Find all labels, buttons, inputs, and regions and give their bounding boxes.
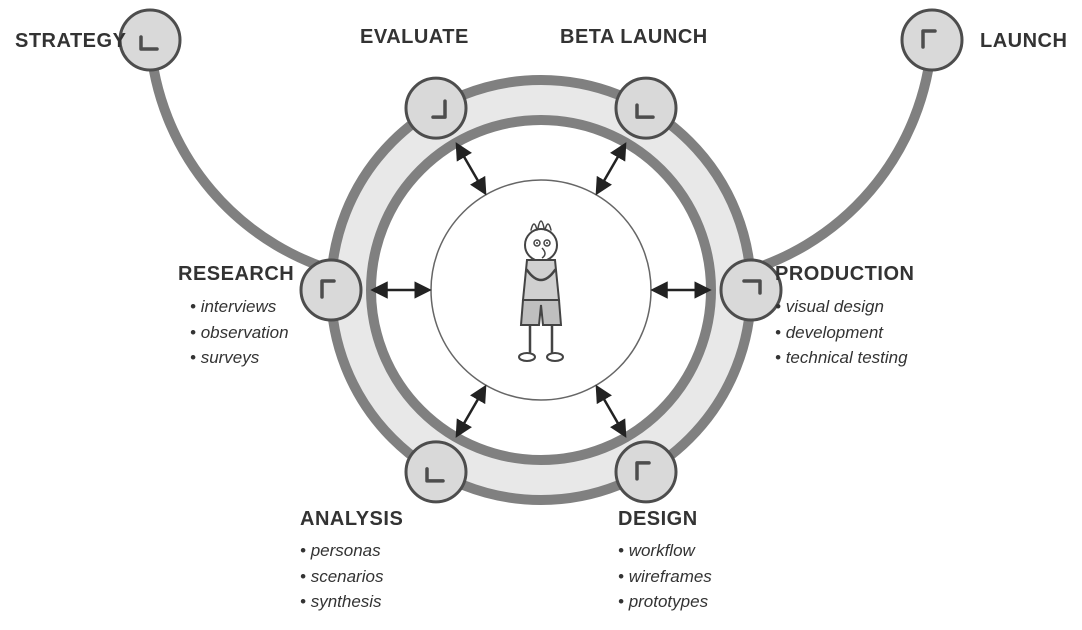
ring-node-design (616, 442, 676, 502)
connector-arc-left (150, 40, 350, 275)
label-evaluate: EVALUATE (360, 26, 469, 49)
bullets-research-item: surveys (190, 345, 289, 371)
diagram-svg (0, 0, 1082, 630)
connector-arc-right (732, 40, 932, 275)
label-launch: LAUNCH (980, 30, 1067, 53)
label-design: DESIGN (618, 508, 698, 531)
bullets-design-item: wireframes (618, 564, 712, 590)
bullets-analysis-item: scenarios (300, 564, 383, 590)
bullets-production-item: technical testing (775, 345, 908, 371)
ring-node-production (721, 260, 781, 320)
bullets-research-item: interviews (190, 294, 289, 320)
ring-node-evaluate (406, 78, 466, 138)
bullets-research-item: observation (190, 320, 289, 346)
ring-node-beta_launch (616, 78, 676, 138)
label-strategy: STRATEGY (15, 30, 126, 53)
label-beta_launch: BETA LAUNCH (560, 26, 708, 49)
bullets-production-item: development (775, 320, 908, 346)
diagram-stage: STRATEGY LAUNCH EVALUATE BETA LAUNCH PRODUCT… (0, 0, 1082, 630)
label-analysis: ANALYSIS (300, 508, 403, 531)
bullets-analysis: personasscenariossynthesis (300, 538, 383, 615)
label-research: RESEARCH (178, 263, 294, 286)
ring-node-research (301, 260, 361, 320)
bullets-production-item: visual design (775, 294, 908, 320)
bullets-design: workflowwireframesprototypes (618, 538, 712, 615)
bullets-production: visual designdevelopmenttechnical testin… (775, 294, 908, 371)
label-production: PRODUCTION (775, 263, 914, 286)
spoke-arrow-design (600, 392, 622, 430)
spoke-arrow-evaluate (460, 150, 482, 188)
outer-node-launch (902, 10, 962, 70)
bullets-design-item: prototypes (618, 589, 712, 615)
bullets-analysis-item: personas (300, 538, 383, 564)
ring-node-analysis (406, 442, 466, 502)
spoke-arrow-analysis (460, 392, 482, 430)
bullets-analysis-item: synthesis (300, 589, 383, 615)
bullets-design-item: workflow (618, 538, 712, 564)
spoke-arrow-beta_launch (600, 150, 622, 188)
outer-node-strategy (120, 10, 180, 70)
bullets-research: interviewsobservationsurveys (190, 294, 289, 371)
